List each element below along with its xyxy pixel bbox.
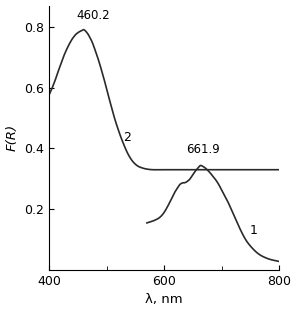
Text: 460.2: 460.2 [76, 9, 110, 22]
Y-axis label: F(R): F(R) [6, 124, 18, 151]
Text: 2: 2 [123, 131, 131, 144]
X-axis label: λ, nm: λ, nm [146, 294, 183, 306]
Text: 1: 1 [249, 224, 257, 236]
Text: 661.9: 661.9 [186, 143, 220, 156]
